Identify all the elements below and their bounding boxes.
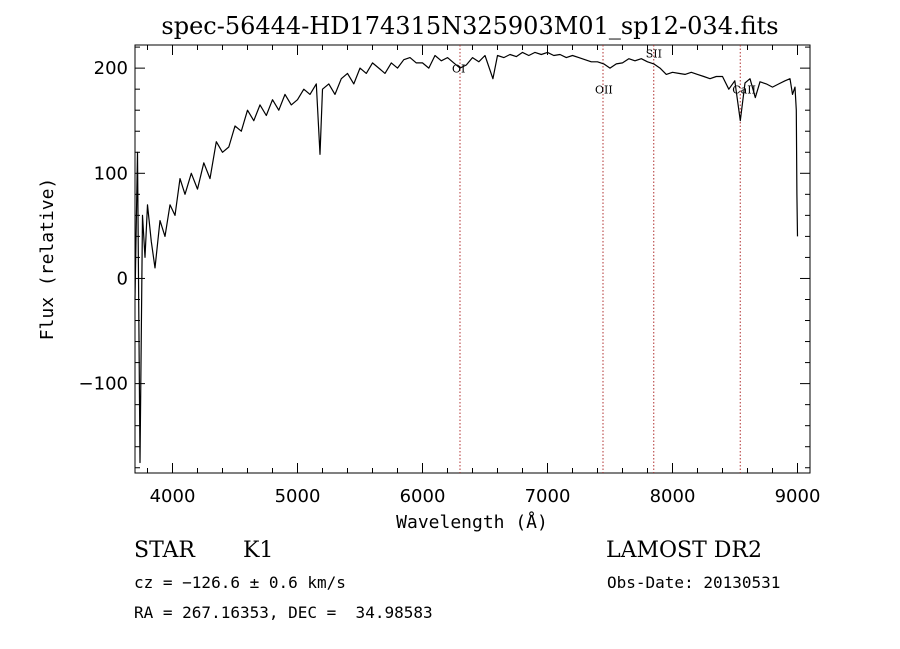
y-tick-label: 200 — [94, 58, 128, 79]
obs-date-line: Obs-Date: 20130531 — [607, 573, 781, 592]
x-tick-label: 9000 — [775, 486, 821, 507]
y-tick-label: 100 — [94, 163, 128, 184]
y-axis-label: Flux (relative) — [37, 178, 58, 341]
ra-dec-line: RA = 267.16353, DEC = 34.98583 — [134, 603, 433, 622]
plot-frame — [134, 44, 811, 474]
x-tick-label: 8000 — [650, 486, 696, 507]
subclass-label: K1 — [243, 538, 274, 563]
marker-label-2: SII — [646, 48, 662, 61]
x-tick-label: 7000 — [525, 486, 571, 507]
x-axis-label: Wavelength (Å) — [396, 511, 548, 533]
marker-label-0: OI — [452, 62, 465, 75]
class-label: STAR — [134, 538, 195, 563]
x-tick-label: 5000 — [275, 486, 321, 507]
chart-title: spec-56444-HD174315N325903M01_sp12-034.f… — [161, 12, 778, 40]
ticks-layer: 4000 5000 6000 7000 8000 9000 −100 0 100 200 — [79, 45, 821, 507]
x-tick-label: 6000 — [400, 486, 446, 507]
y-tick-label: 0 — [117, 268, 128, 289]
redshift-line: cz = −126.6 ± 0.6 km/s — [134, 573, 346, 592]
spectrum-layer — [134, 51, 799, 464]
spectrum-series-0 — [134, 51, 799, 464]
x-tick-label: 4000 — [150, 486, 196, 507]
y-tick-label: −100 — [79, 374, 128, 395]
survey-label: LAMOST DR2 — [606, 538, 762, 563]
marker-label-1: OII — [595, 83, 613, 96]
